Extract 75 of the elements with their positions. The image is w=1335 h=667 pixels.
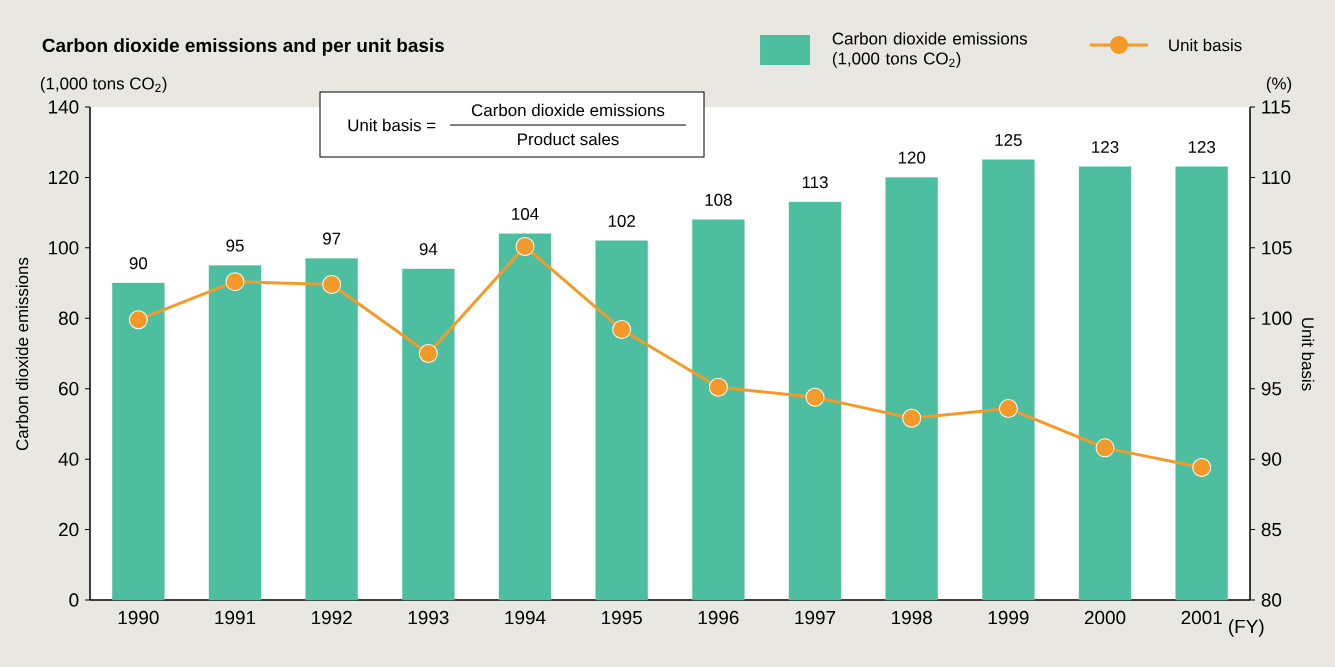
x-tick-label: 1996 <box>698 610 739 625</box>
point <box>902 408 922 428</box>
point <box>515 236 535 256</box>
data-label: 120 <box>898 151 926 164</box>
point <box>128 310 148 330</box>
data-label: 123 <box>1188 141 1216 154</box>
bar <box>1078 166 1132 601</box>
x-tick-label: 1991 <box>215 610 256 625</box>
chart-title: Carbon dioxide emissions and per unit basis <box>42 38 444 56</box>
y-tick-label: 0 <box>69 593 79 607</box>
y2-tick-label: 100 <box>1262 311 1292 325</box>
x-tick-label: 1997 <box>795 610 836 625</box>
legend-label: Unit basis <box>1169 38 1242 52</box>
annotation: Carbon dioxide emissions <box>471 103 665 117</box>
x-tick-label: 1994 <box>505 610 546 625</box>
y2-tick-label: 105 <box>1262 241 1292 255</box>
y2-tick-label: 80 <box>1261 593 1282 607</box>
point <box>612 320 632 340</box>
point <box>1095 438 1115 458</box>
point <box>225 272 245 292</box>
data-label: 95 <box>226 239 244 252</box>
y-tick-label: 20 <box>59 522 79 537</box>
y-tick-label: 100 <box>49 241 79 255</box>
point <box>805 387 825 407</box>
annotation: Unit basis = <box>348 118 436 132</box>
bar <box>305 258 358 601</box>
y2-tick-label: 95 <box>1261 382 1282 396</box>
annotation: Product sales <box>518 132 619 146</box>
x-tick-label: 1995 <box>602 610 642 625</box>
point <box>708 377 728 397</box>
y2-tick-label: 90 <box>1261 452 1282 466</box>
x-tick-label: 2001 <box>1181 610 1222 625</box>
data-label: 104 <box>512 207 539 220</box>
x-tick-label: 1992 <box>312 610 352 625</box>
bar <box>885 177 938 601</box>
data-label: 125 <box>995 133 1022 146</box>
data-label: 97 <box>323 232 341 245</box>
y2-tick-label: 115 <box>1262 100 1291 114</box>
y-axis-title: Carbon dioxide emissions <box>15 257 29 451</box>
text: (%) <box>1266 77 1292 93</box>
point <box>418 343 438 363</box>
data-label: 113 <box>802 176 828 189</box>
legend-label: Carbon dioxide emissions (1,000 tons CO$_{2}$) <box>832 32 1027 68</box>
data-label: 123 <box>1092 141 1119 154</box>
data-label: 94 <box>419 243 438 256</box>
text: (FY) <box>1229 619 1264 637</box>
x-tick-label: 2000 <box>1084 610 1126 625</box>
data-label: 108 <box>705 193 732 206</box>
x-tick-label: 1998 <box>892 610 932 625</box>
point <box>322 274 342 294</box>
bar <box>498 233 552 601</box>
y-tick-label: 60 <box>59 382 79 396</box>
bar <box>982 159 1035 601</box>
bar <box>112 282 165 601</box>
bar <box>1175 166 1228 601</box>
x-tick-label: 1999 <box>988 610 1029 625</box>
bar <box>692 219 745 601</box>
y-tick-label: 80 <box>58 311 79 325</box>
x-tick-label: 1993 <box>408 610 449 625</box>
bar <box>788 201 842 601</box>
y2-tick-label: 110 <box>1262 170 1291 185</box>
bar <box>208 265 262 601</box>
point <box>998 398 1018 418</box>
point <box>1192 458 1212 478</box>
bar <box>595 240 648 601</box>
y-tick-label: 40 <box>58 452 79 466</box>
x-tick-label: 1990 <box>118 610 159 625</box>
text: (1,000 tons CO$_{2}$) <box>40 77 167 93</box>
y2-tick-label: 85 <box>1261 522 1282 537</box>
y-tick-label: 120 <box>49 170 79 185</box>
y2-axis-title: Unit basis <box>1301 318 1315 391</box>
y-tick-label: 140 <box>49 100 79 114</box>
data-label: 90 <box>129 257 148 270</box>
bar <box>402 268 455 601</box>
data-label: 102 <box>608 214 635 227</box>
